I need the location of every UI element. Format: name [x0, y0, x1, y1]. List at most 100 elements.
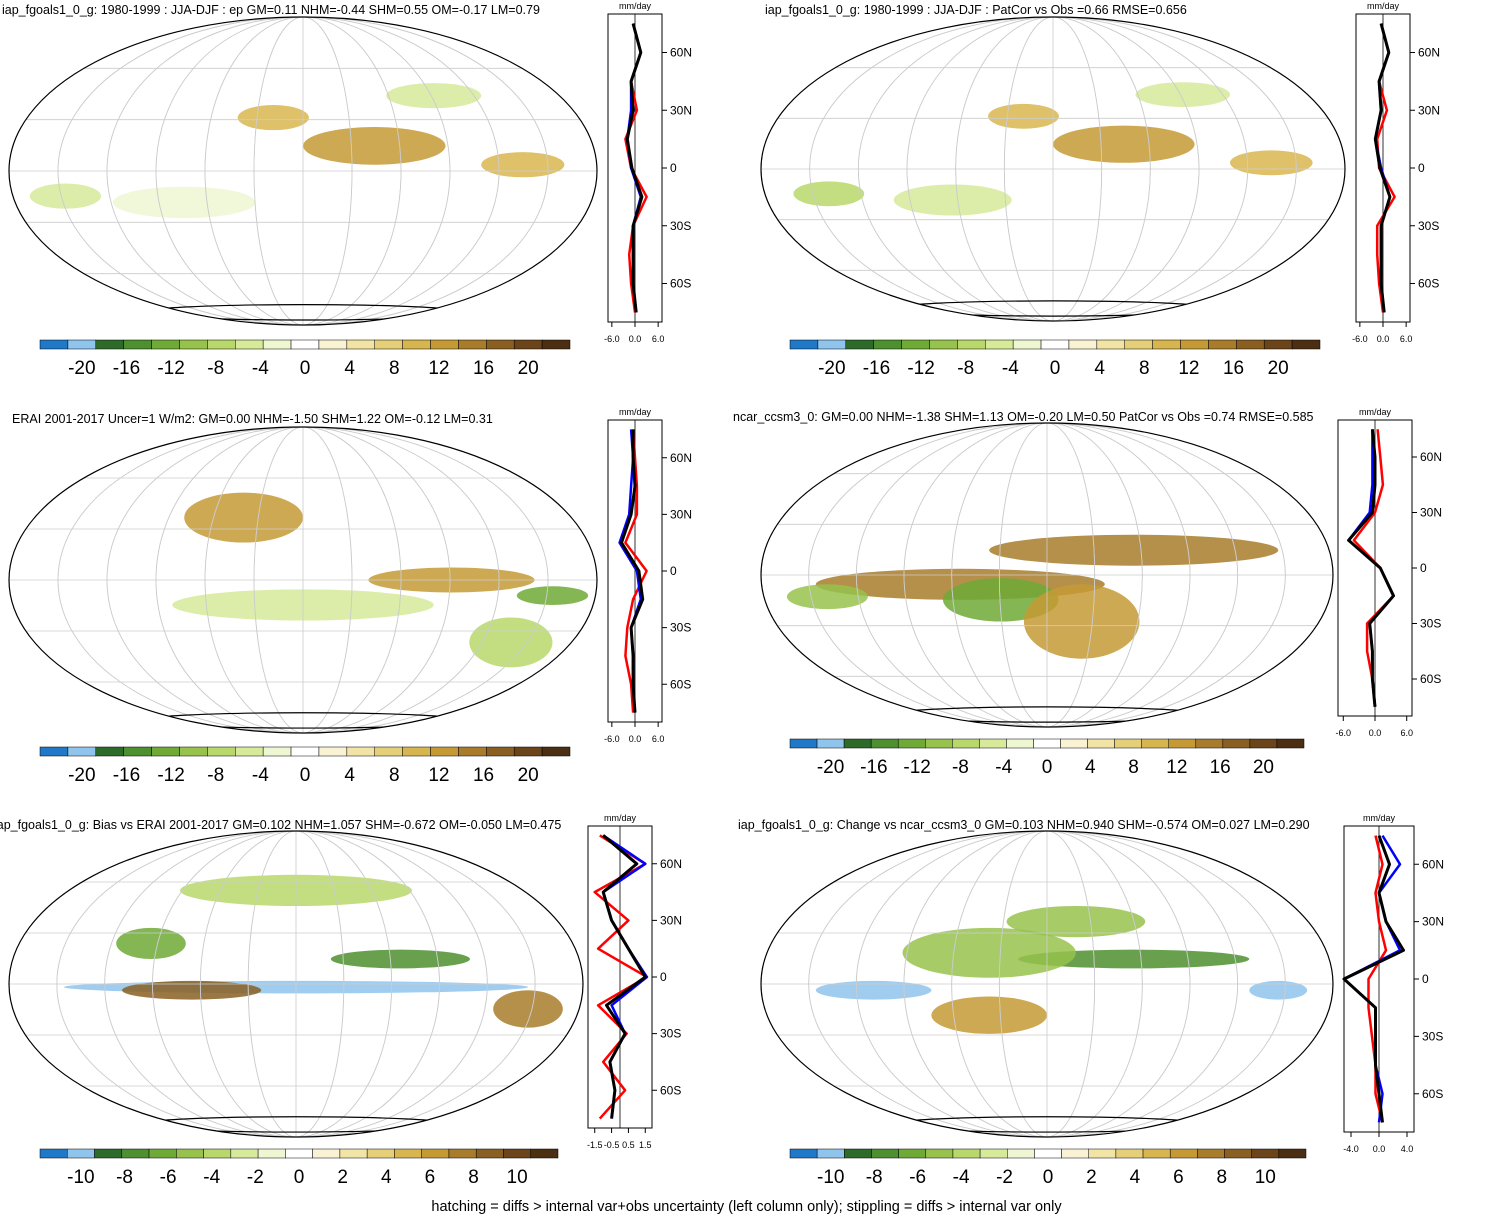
colorbar-swatch [475, 1148, 504, 1159]
panel-6-map [760, 830, 1334, 1138]
map-field [9, 831, 583, 1137]
colorbar-swatch [789, 1148, 818, 1159]
precip-anomaly-region [902, 927, 1076, 978]
colorbar-label: -12 [903, 757, 930, 778]
y-tick-label: 60N [1422, 857, 1444, 871]
precip-anomaly-region [237, 105, 309, 131]
colorbar-label: -8 [957, 358, 974, 379]
colorbar-label: 6 [1173, 1167, 1184, 1188]
y-tick-label: 60N [1418, 46, 1440, 60]
colorbar-label: 16 [473, 765, 494, 786]
panel-1-title: iap_fgoals1_0_g: 1980-1999 : JJA-DJF : e… [2, 3, 540, 17]
colorbar-swatch [262, 746, 292, 757]
zonal-line-red [624, 429, 648, 713]
colorbar-swatch [486, 339, 515, 350]
map-outline [760, 422, 1334, 728]
map-outline [760, 830, 1334, 1138]
map-field [9, 427, 597, 733]
colorbar-swatch [1124, 339, 1153, 350]
colorbar-swatch [1115, 1148, 1144, 1159]
colorbar-swatch [541, 339, 571, 350]
colorbar-label: -20 [68, 765, 95, 786]
longitude-gridline [204, 427, 402, 733]
precip-anomaly-region [1135, 82, 1230, 107]
colorbar-label: -16 [113, 358, 140, 379]
x-tick-label: 0.0 [1369, 728, 1382, 738]
y-tick-label: 30S [670, 219, 691, 233]
colorbar-swatch [816, 1148, 845, 1159]
colorbar-swatch [1222, 738, 1251, 749]
colorbar-label: 4 [1094, 358, 1105, 379]
colorbar-label: -16 [113, 765, 140, 786]
y-tick-label: 60S [1418, 277, 1439, 291]
colorbar-label: 12 [1166, 757, 1187, 778]
longitude-gridline [903, 423, 1191, 727]
y-tick-label: 60S [670, 277, 691, 291]
colorbar-swatch [979, 1148, 1008, 1159]
y-tick-label: 30N [1420, 506, 1442, 520]
colorbar-swatch [430, 339, 459, 350]
longitude-gridline [104, 831, 488, 1137]
y-tick-label: 60N [1420, 450, 1442, 464]
colorbar-label: -8 [116, 1167, 133, 1188]
colorbar-swatch [952, 738, 980, 749]
colorbar-swatch [503, 1148, 531, 1159]
colorbar-swatch [513, 339, 543, 350]
colorbar-swatch [873, 339, 902, 350]
colorbar-swatch [1060, 738, 1088, 749]
y-tick-label: 0 [660, 970, 667, 984]
figure-footnote: hatching = diffs > internal var+obs unce… [431, 1199, 1062, 1215]
panel-2-title: iap_fgoals1_0_g: 1980-1999 : JJA-DJF : P… [765, 3, 1187, 17]
longitude-gridline [106, 427, 500, 733]
colorbar-label: 8 [1139, 358, 1150, 379]
x-tick-label: 0.0 [1377, 334, 1390, 344]
panel-3-map [8, 426, 598, 734]
colorbar-label: 4 [381, 1167, 392, 1188]
longitude-gridline [57, 17, 549, 325]
colorbar-swatch [207, 746, 236, 757]
y-tick-label: 30N [1418, 103, 1440, 117]
colorbar-swatch [1034, 1148, 1062, 1159]
zonal-line-black [601, 834, 647, 1119]
colorbar-label: 20 [1268, 358, 1289, 379]
precip-anomaly-region [815, 980, 932, 1000]
colorbar-swatch [1141, 738, 1169, 749]
x-tick-label: -6.0 [604, 334, 620, 344]
precip-anomaly-region [29, 183, 102, 209]
y-tick-label: 60N [670, 451, 692, 465]
y-tick-label: 0 [1420, 561, 1427, 575]
colorbar-swatch [94, 1148, 123, 1159]
colorbar-label: 2 [1086, 1167, 1097, 1188]
colorbar-label: 20 [1253, 757, 1274, 778]
panel-2-colorbar: -20 -16 -12 -8 -4 0 4 8 12 16 20 [789, 339, 1321, 379]
x-tick-label: 6.0 [652, 734, 665, 744]
panel-6-colorbar: -10 -8 -6 -4 -2 0 2 4 6 8 10 [789, 1148, 1307, 1188]
x-tick-label: 0.5 [622, 1140, 635, 1150]
x-tick-label: 0.0 [1373, 1144, 1386, 1154]
colorbar-swatch [339, 1148, 368, 1159]
panel-4-zonal-profile: mm/day 60N 30N 0 30S 60S -6.0 0.0 6.0 [1336, 407, 1442, 738]
colorbar-label: 0 [1043, 1167, 1054, 1188]
colorbar-label: 16 [1210, 757, 1231, 778]
y-tick-label: 60S [670, 677, 691, 691]
colorbar-label: 16 [1223, 358, 1244, 379]
colorbar-swatch [402, 746, 431, 757]
precip-anomaly-region [1249, 980, 1308, 1000]
colorbar-swatch [67, 1148, 95, 1159]
map-outline [8, 426, 598, 734]
map-outline [760, 16, 1346, 322]
colorbar-swatch [95, 746, 124, 757]
colorbar-label: -4 [995, 757, 1012, 778]
colorbar-label: 12 [428, 765, 449, 786]
colorbar-swatch [1278, 1148, 1307, 1159]
colorbar-swatch [530, 1148, 559, 1159]
colorbar-label: -4 [203, 1167, 220, 1188]
colorbar-swatch [1096, 339, 1125, 350]
x-tick-label: 1.5 [639, 1140, 652, 1150]
zonal-line-black [620, 429, 645, 713]
colorbar-swatch [394, 1148, 422, 1159]
panel-4-map [760, 422, 1334, 728]
colorbar-swatch [985, 339, 1014, 350]
colorbar-swatch [285, 1148, 313, 1159]
colorbar-label: 4 [1085, 757, 1096, 778]
